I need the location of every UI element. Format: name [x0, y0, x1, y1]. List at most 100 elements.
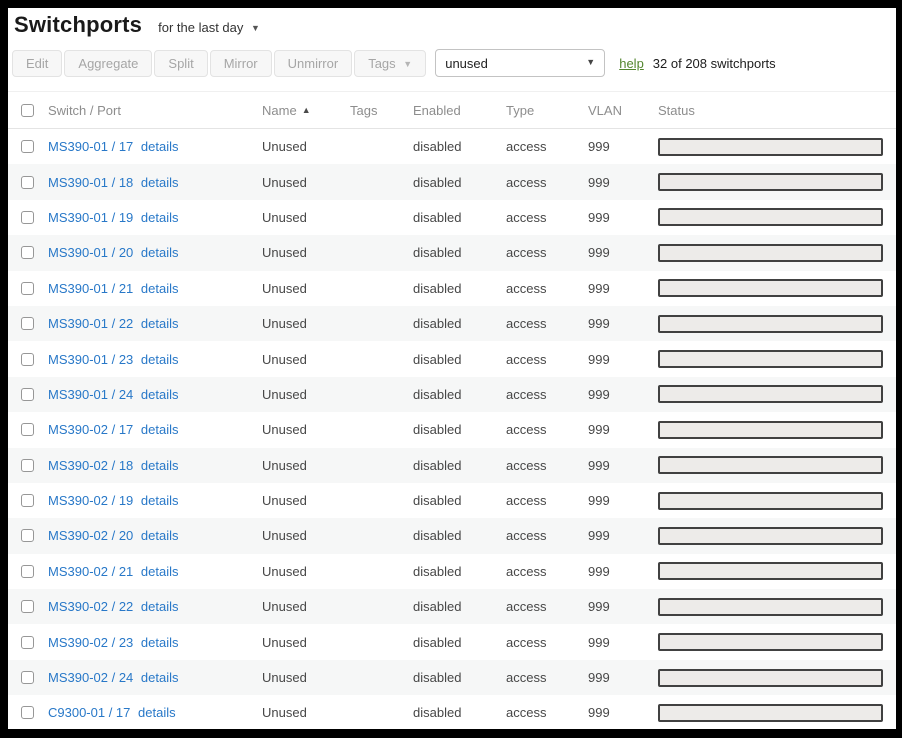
row-checkbox[interactable]: [21, 387, 34, 401]
details-link[interactable]: details: [140, 457, 179, 473]
switch-port-link[interactable]: MS390-01 / 19: [48, 209, 134, 225]
port-filter-select[interactable]: unused ▼: [435, 49, 606, 77]
cell-vlan: 999: [588, 209, 610, 225]
unmirror-button[interactable]: Unmirror: [273, 49, 353, 77]
column-header-vlan[interactable]: VLAN: [588, 102, 622, 118]
details-link[interactable]: details: [140, 528, 179, 544]
row-checkbox[interactable]: [21, 352, 34, 366]
cell-enabled: disabled: [413, 245, 462, 261]
table-row: MS390-01 / 23 details Unused disabled ac…: [8, 341, 896, 376]
cell-vlan: 999: [588, 280, 610, 296]
column-header-type[interactable]: Type: [506, 102, 535, 118]
details-link[interactable]: details: [140, 209, 179, 225]
cell-type: access: [506, 280, 547, 296]
page-header: Switchports for the last day ▼: [8, 8, 896, 44]
row-checkbox[interactable]: [21, 281, 34, 295]
details-link[interactable]: details: [140, 280, 179, 296]
row-checkbox[interactable]: [21, 246, 34, 260]
cell-type: access: [506, 705, 547, 721]
cell-name: Unused: [262, 316, 307, 332]
details-link[interactable]: details: [138, 705, 176, 721]
details-link[interactable]: details: [140, 599, 179, 615]
row-checkbox[interactable]: [21, 210, 34, 224]
column-header-enabled[interactable]: Enabled: [413, 102, 461, 118]
edit-button[interactable]: Edit: [12, 49, 63, 77]
switch-port-link[interactable]: MS390-02 / 20: [48, 528, 134, 544]
column-header-status[interactable]: Status: [658, 102, 695, 118]
cell-enabled: disabled: [413, 174, 462, 190]
details-link[interactable]: details: [140, 316, 179, 332]
row-checkbox[interactable]: [21, 458, 34, 472]
column-header-tags[interactable]: Tags: [350, 102, 378, 118]
row-checkbox[interactable]: [21, 529, 34, 543]
select-all-checkbox[interactable]: [21, 103, 34, 117]
table-row: MS390-02 / 24 details Unused disabled ac…: [8, 659, 896, 696]
switch-port-link[interactable]: MS390-01 / 18: [48, 174, 134, 190]
row-checkbox[interactable]: [21, 564, 34, 578]
table-row: MS390-02 / 18 details Unused disabled ac…: [8, 447, 896, 483]
details-link[interactable]: details: [140, 563, 179, 579]
row-checkbox[interactable]: [21, 671, 34, 685]
row-checkbox[interactable]: [21, 140, 34, 154]
column-header-name[interactable]: Name ▲: [262, 102, 311, 118]
cell-type: access: [506, 209, 547, 225]
cell-vlan: 999: [588, 386, 610, 402]
switch-port-link[interactable]: MS390-01 / 23: [48, 351, 134, 367]
status-usage-bar: [658, 137, 883, 156]
switch-port-link[interactable]: MS390-01 / 17: [48, 139, 134, 155]
switch-port-link[interactable]: MS390-02 / 19: [48, 493, 134, 509]
switch-port-link[interactable]: MS390-01 / 20: [48, 245, 134, 261]
status-usage-bar: [658, 420, 883, 439]
table-header: Switch / Port Name ▲ Tags Enabled Type V…: [8, 91, 896, 129]
time-filter-dropdown[interactable]: for the last day ▼: [158, 20, 260, 35]
split-button[interactable]: Split: [154, 49, 208, 77]
details-link[interactable]: details: [140, 493, 179, 509]
details-link[interactable]: details: [140, 245, 179, 261]
aggregate-button[interactable]: Aggregate: [64, 49, 153, 77]
details-link[interactable]: details: [140, 634, 179, 650]
cell-type: access: [506, 457, 547, 473]
details-link[interactable]: details: [140, 422, 179, 438]
switch-port-link[interactable]: MS390-01 / 21: [48, 280, 134, 296]
help-link[interactable]: help: [619, 55, 644, 71]
cell-name: Unused: [262, 670, 307, 686]
row-checkbox[interactable]: [21, 317, 34, 331]
status-usage-bar: [658, 491, 883, 510]
column-header-switch-port[interactable]: Switch / Port: [48, 102, 121, 118]
switch-port-link[interactable]: MS390-02 / 18: [48, 457, 134, 473]
cell-name: Unused: [262, 634, 307, 650]
cell-vlan: 999: [588, 174, 610, 190]
switch-port-link[interactable]: MS390-02 / 21: [48, 563, 134, 579]
row-checkbox[interactable]: [21, 706, 34, 720]
cell-vlan: 999: [588, 493, 610, 509]
row-checkbox[interactable]: [21, 600, 34, 614]
table-row: MS390-02 / 19 details Unused disabled ac…: [8, 483, 896, 518]
status-usage-bar: [658, 562, 883, 581]
cell-vlan: 999: [588, 599, 610, 615]
switch-port-link[interactable]: MS390-01 / 22: [48, 316, 134, 332]
row-checkbox[interactable]: [21, 635, 34, 649]
switch-port-link[interactable]: MS390-02 / 23: [48, 634, 134, 650]
switch-port-link[interactable]: MS390-02 / 17: [48, 422, 134, 438]
details-link[interactable]: details: [140, 139, 179, 155]
details-link[interactable]: details: [140, 174, 179, 190]
cell-enabled: disabled: [413, 457, 462, 473]
switch-port-link[interactable]: MS390-02 / 24: [48, 670, 134, 686]
details-link[interactable]: details: [140, 386, 179, 402]
details-link[interactable]: details: [140, 351, 179, 367]
page-title: Switchports: [14, 12, 143, 37]
tags-dropdown-button[interactable]: Tags ▼: [354, 49, 427, 77]
row-checkbox[interactable]: [21, 175, 34, 189]
switch-port-link[interactable]: MS390-02 / 22: [48, 599, 134, 615]
table-row: MS390-01 / 18 details Unused disabled ac…: [8, 164, 896, 200]
mirror-button[interactable]: Mirror: [209, 49, 272, 77]
switch-port-link[interactable]: C9300-01 / 17: [48, 705, 131, 721]
table-row: MS390-02 / 23 details Unused disabled ac…: [8, 624, 896, 659]
details-link[interactable]: details: [140, 670, 179, 686]
status-usage-bar: [658, 597, 883, 616]
switch-port-link[interactable]: MS390-01 / 24: [48, 386, 134, 402]
row-checkbox[interactable]: [21, 494, 34, 508]
row-checkbox[interactable]: [21, 423, 34, 437]
status-usage-bar: [658, 633, 883, 652]
